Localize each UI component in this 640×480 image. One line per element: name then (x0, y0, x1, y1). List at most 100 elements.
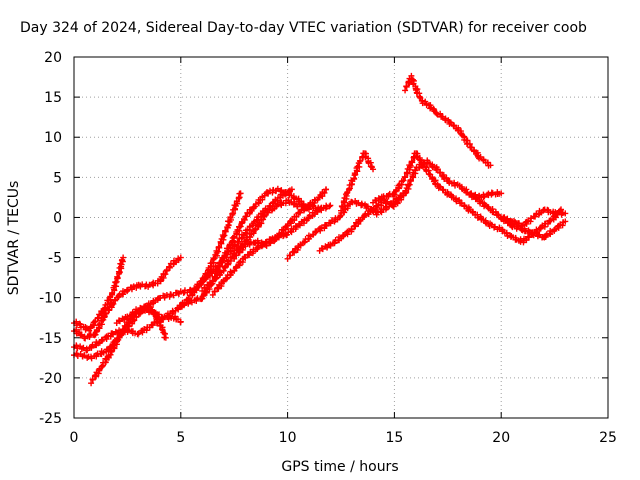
data-point (542, 234, 549, 241)
data-point (323, 186, 330, 193)
data-point (202, 276, 209, 283)
data-point (118, 257, 125, 264)
data-point (216, 262, 223, 269)
data-point (177, 254, 184, 261)
data-point (319, 245, 326, 252)
data-point (437, 169, 444, 176)
data-point (250, 204, 257, 211)
plot-frame (73, 56, 609, 419)
y-axis-label: SDTVAR / TECUs (6, 181, 22, 296)
data-point (246, 241, 253, 248)
data-point (81, 352, 88, 359)
data-point (485, 204, 492, 211)
x-tick-label: 5 (176, 430, 185, 446)
data-point (403, 83, 410, 90)
data-point (251, 203, 258, 210)
data-point (503, 229, 510, 236)
data-point (232, 242, 239, 249)
data-point (115, 294, 122, 301)
data-point (351, 222, 358, 229)
data-point (562, 218, 569, 225)
data-point (201, 285, 208, 292)
data-point (284, 255, 291, 262)
data-point (323, 222, 330, 229)
data-point (162, 271, 169, 278)
data-point (293, 213, 300, 220)
data-point (263, 242, 270, 249)
data-point (372, 197, 379, 204)
data-point (76, 320, 83, 327)
data-point (88, 344, 95, 351)
data-point (211, 288, 218, 295)
data-point (141, 306, 148, 313)
data-point (88, 380, 95, 387)
data-point (357, 158, 364, 165)
data-point (254, 246, 261, 253)
data-point (316, 206, 323, 213)
y-tick-label: -20 (39, 371, 62, 387)
data-point (215, 243, 222, 250)
data-point (95, 322, 102, 329)
data-point (237, 190, 244, 197)
x-tick-label: 0 (70, 430, 79, 446)
y-tick-label: -15 (39, 331, 62, 347)
data-point (413, 154, 420, 161)
data-point (243, 213, 250, 220)
data-point (148, 308, 155, 315)
data-point (105, 306, 112, 313)
data-point (93, 353, 100, 360)
data-point (290, 248, 297, 255)
data-point (401, 174, 408, 181)
data-point (321, 189, 328, 196)
data-point (260, 216, 267, 223)
data-point (504, 220, 511, 227)
data-point (174, 305, 181, 312)
data-point (166, 263, 173, 270)
data-point (136, 309, 143, 316)
data-point (489, 190, 496, 197)
data-point (110, 331, 117, 338)
data-point (149, 322, 156, 329)
data-point (385, 193, 392, 200)
series-track-17 (498, 214, 569, 241)
data-point (159, 326, 166, 333)
data-point (437, 110, 444, 117)
chart-title: Day 324 of 2024, Sidereal Day-to-day VTE… (20, 20, 587, 36)
data-point (322, 221, 329, 228)
data-point (357, 217, 364, 224)
data-point (551, 226, 558, 233)
data-point (331, 240, 338, 247)
data-point (233, 198, 240, 205)
data-point (305, 215, 312, 222)
data-point (120, 254, 127, 261)
data-markers (71, 72, 569, 387)
data-point (95, 314, 102, 321)
data-point (531, 213, 538, 220)
data-point (370, 166, 377, 173)
data-point (89, 376, 96, 383)
data-point (451, 179, 458, 186)
data-point (92, 318, 99, 325)
data-point (402, 87, 409, 94)
data-point (412, 167, 419, 174)
x-tick-label: 15 (385, 430, 403, 446)
data-point (348, 226, 355, 233)
data-point (407, 162, 414, 169)
axis-ticks: 0 5 10 15 20 25 -25 -20 -15 -10 -5 0 5 10 15 20 (39, 50, 617, 446)
series-track-14 (370, 150, 565, 246)
y-tick-label: 15 (44, 90, 62, 106)
y-tick-label: -25 (39, 411, 62, 427)
series-track-5 (71, 190, 244, 354)
x-tick-label: 25 (599, 430, 617, 446)
data-point (296, 209, 303, 216)
data-point (264, 209, 271, 216)
data-point (470, 208, 477, 215)
data-point (86, 334, 93, 341)
data-point (80, 344, 87, 351)
data-point (472, 196, 479, 203)
data-point (326, 203, 333, 210)
data-point (443, 174, 450, 181)
y-tick-label: -5 (48, 251, 62, 267)
y-tick-label: 0 (53, 210, 62, 226)
